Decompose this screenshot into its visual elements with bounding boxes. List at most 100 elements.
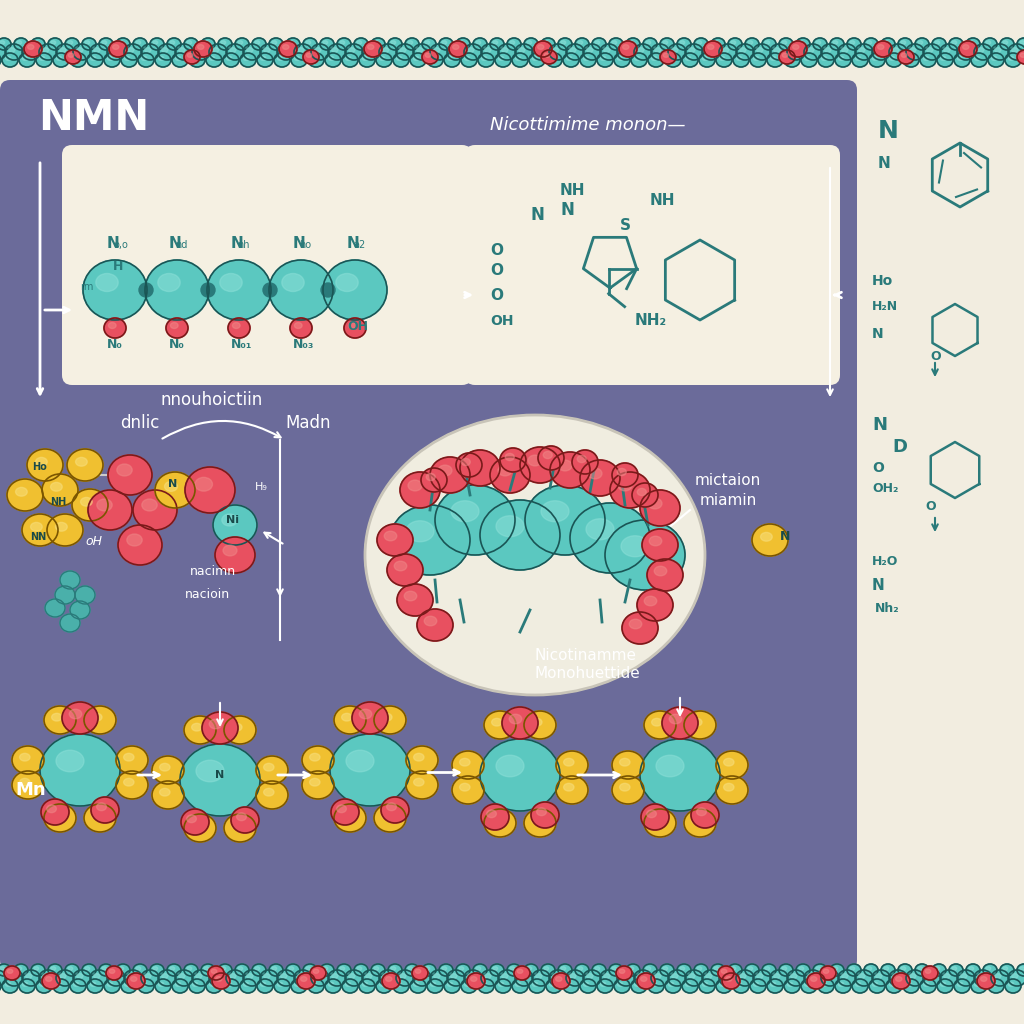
Ellipse shape: [536, 47, 542, 52]
Ellipse shape: [302, 771, 334, 799]
Text: Ni: Ni: [226, 515, 239, 525]
Ellipse shape: [133, 964, 147, 976]
Ellipse shape: [807, 973, 825, 989]
Ellipse shape: [978, 974, 984, 978]
Ellipse shape: [282, 273, 304, 292]
Ellipse shape: [779, 964, 793, 976]
Ellipse shape: [231, 821, 242, 829]
Ellipse shape: [493, 967, 498, 971]
Ellipse shape: [414, 56, 419, 60]
Ellipse shape: [271, 41, 276, 44]
Ellipse shape: [580, 979, 596, 993]
Ellipse shape: [850, 41, 855, 44]
Ellipse shape: [685, 56, 691, 60]
Ellipse shape: [189, 53, 205, 67]
Ellipse shape: [552, 973, 570, 989]
Ellipse shape: [529, 53, 545, 67]
Text: H: H: [113, 260, 123, 273]
Ellipse shape: [595, 41, 600, 44]
Text: H₂N: H₂N: [872, 300, 898, 313]
Ellipse shape: [876, 47, 882, 52]
Ellipse shape: [158, 982, 164, 986]
Ellipse shape: [31, 38, 45, 50]
Ellipse shape: [600, 982, 606, 986]
Ellipse shape: [532, 446, 558, 470]
Ellipse shape: [1017, 964, 1024, 976]
Ellipse shape: [1000, 964, 1014, 976]
Ellipse shape: [447, 982, 453, 986]
Ellipse shape: [116, 38, 130, 50]
Ellipse shape: [866, 967, 871, 971]
Ellipse shape: [422, 964, 436, 976]
Ellipse shape: [951, 41, 956, 44]
Ellipse shape: [872, 56, 878, 60]
Ellipse shape: [665, 53, 681, 67]
Ellipse shape: [644, 809, 676, 837]
Ellipse shape: [5, 982, 11, 986]
Ellipse shape: [651, 970, 669, 986]
Ellipse shape: [496, 756, 524, 777]
Ellipse shape: [838, 44, 856, 60]
Ellipse shape: [19, 754, 30, 761]
Ellipse shape: [291, 979, 307, 993]
Text: N₀₁: N₀₁: [231, 338, 252, 351]
Ellipse shape: [404, 591, 417, 601]
Ellipse shape: [719, 970, 737, 986]
Ellipse shape: [313, 969, 318, 974]
Ellipse shape: [889, 44, 907, 60]
Ellipse shape: [484, 974, 490, 978]
Ellipse shape: [816, 41, 820, 44]
Ellipse shape: [922, 966, 938, 980]
Ellipse shape: [878, 45, 884, 49]
Ellipse shape: [561, 967, 565, 971]
Ellipse shape: [549, 982, 555, 986]
Ellipse shape: [852, 53, 868, 67]
Ellipse shape: [278, 44, 295, 60]
Ellipse shape: [893, 974, 899, 978]
Ellipse shape: [309, 754, 319, 761]
Ellipse shape: [406, 964, 419, 976]
Ellipse shape: [541, 38, 555, 50]
Ellipse shape: [874, 41, 892, 57]
Ellipse shape: [544, 53, 550, 57]
Ellipse shape: [150, 964, 164, 976]
Ellipse shape: [70, 601, 90, 618]
Ellipse shape: [643, 964, 657, 976]
Ellipse shape: [121, 53, 137, 67]
Ellipse shape: [994, 47, 1000, 52]
Ellipse shape: [198, 45, 204, 49]
Ellipse shape: [337, 38, 351, 50]
Ellipse shape: [473, 964, 487, 976]
Text: nh: nh: [237, 240, 250, 250]
Ellipse shape: [748, 41, 753, 44]
Ellipse shape: [430, 44, 449, 60]
Ellipse shape: [19, 778, 30, 786]
Ellipse shape: [387, 554, 423, 586]
Text: dnlic: dnlic: [120, 414, 160, 432]
Ellipse shape: [144, 974, 151, 978]
Ellipse shape: [770, 982, 776, 986]
Ellipse shape: [722, 973, 740, 989]
Text: OH: OH: [347, 319, 368, 333]
Ellipse shape: [682, 53, 698, 67]
Ellipse shape: [8, 974, 15, 978]
Ellipse shape: [433, 974, 440, 978]
Ellipse shape: [961, 974, 967, 978]
Ellipse shape: [229, 47, 236, 52]
Ellipse shape: [56, 56, 61, 60]
Ellipse shape: [104, 53, 120, 67]
Ellipse shape: [323, 967, 328, 971]
Ellipse shape: [932, 964, 946, 976]
Ellipse shape: [915, 38, 929, 50]
Ellipse shape: [957, 44, 975, 60]
Ellipse shape: [816, 967, 820, 971]
Ellipse shape: [765, 41, 770, 44]
Ellipse shape: [638, 974, 644, 978]
Text: N: N: [169, 236, 181, 251]
Ellipse shape: [524, 711, 556, 739]
Ellipse shape: [549, 56, 555, 60]
Ellipse shape: [464, 970, 482, 986]
Ellipse shape: [468, 47, 474, 52]
Ellipse shape: [498, 454, 506, 461]
Ellipse shape: [158, 970, 176, 986]
